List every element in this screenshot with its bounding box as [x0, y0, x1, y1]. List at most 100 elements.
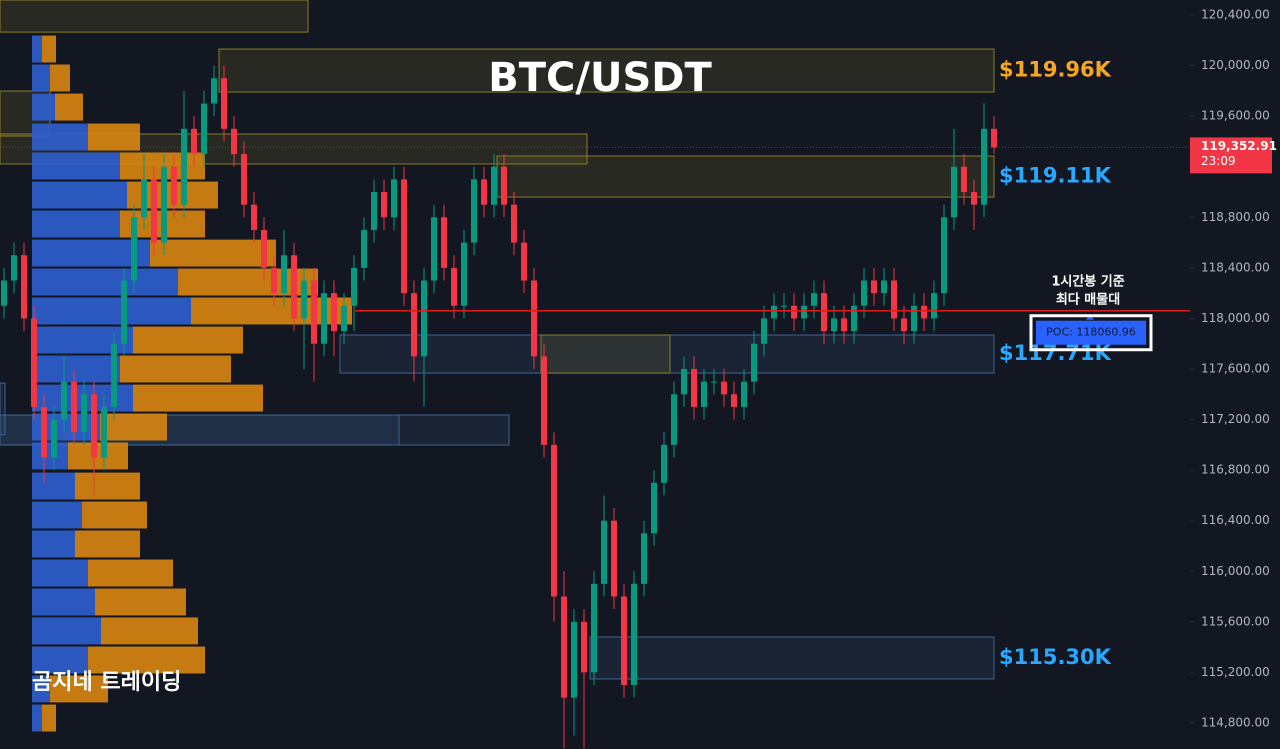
- candle-body: [71, 381, 77, 433]
- candle-body: [441, 217, 447, 268]
- profile-buy: [32, 326, 133, 354]
- candle-body: [801, 305, 807, 319]
- candle-body: [611, 520, 617, 597]
- annotation: 1시간봉 기준: [1051, 274, 1124, 290]
- profile-buy: [32, 472, 75, 500]
- profile-sell: [95, 588, 186, 616]
- profile-buy: [32, 559, 88, 587]
- profile-buy: [32, 239, 150, 267]
- y-tick-label: 118,000.00: [1201, 311, 1270, 325]
- candle-body: [171, 166, 177, 205]
- profile-sell: [133, 384, 263, 412]
- zone: [218, 48, 995, 93]
- candle-body: [601, 520, 607, 584]
- candle-body: [401, 179, 407, 294]
- candle-body: [481, 179, 487, 205]
- chart-title: BTC/USDT: [488, 55, 712, 101]
- annotation: 최다 매물대: [1056, 292, 1120, 308]
- candle-body: [91, 394, 97, 458]
- poc-label: POC: 118060.96: [1046, 326, 1136, 339]
- candle-body: [101, 406, 107, 458]
- candle-body: [301, 280, 307, 319]
- candle-body: [541, 356, 547, 445]
- y-tick-label: 116,000.00: [1201, 564, 1270, 578]
- candle-body: [121, 280, 127, 344]
- candle-body: [991, 128, 997, 148]
- profile-buy: [32, 123, 88, 151]
- candle-body: [81, 394, 87, 433]
- candle-body: [761, 318, 767, 344]
- candle-body: [341, 305, 347, 332]
- candle-body: [531, 280, 537, 357]
- zone: [496, 155, 995, 198]
- candle-body: [211, 78, 217, 104]
- candle-body: [691, 369, 697, 407]
- profile-buy: [32, 297, 191, 325]
- candle-body: [131, 217, 137, 281]
- poc-box: [1036, 320, 1146, 345]
- candle-body: [961, 166, 967, 193]
- candle-body: [591, 583, 597, 673]
- candle-body: [721, 381, 727, 395]
- profile-sell: [50, 675, 108, 703]
- countdown: 23:09: [1201, 154, 1236, 168]
- profile-buy: [32, 442, 68, 470]
- profile-sell: [150, 239, 276, 267]
- candle-body: [411, 293, 417, 357]
- price-axis: [1190, 0, 1280, 749]
- profile-buy: [32, 530, 75, 558]
- zone-label: $119.96K: [999, 58, 1112, 82]
- candle-body: [181, 128, 187, 205]
- candle-body: [891, 280, 897, 319]
- profile-sell: [75, 472, 140, 500]
- candle-body: [581, 621, 587, 673]
- profile-sell: [88, 123, 140, 151]
- candle-body: [771, 305, 777, 319]
- candle-body: [31, 318, 37, 407]
- profile-sell: [88, 646, 205, 674]
- candle-body: [291, 255, 297, 319]
- profile-buy: [32, 93, 55, 121]
- candle-body: [671, 394, 677, 445]
- y-tick-label: 119,600.00: [1201, 109, 1270, 123]
- candle-body: [661, 444, 667, 483]
- candle-body: [21, 255, 27, 319]
- candle-body: [551, 444, 557, 597]
- candle-body: [451, 267, 457, 306]
- candle-body: [951, 166, 957, 218]
- profile-sell: [42, 35, 56, 63]
- zone: [0, 0, 309, 33]
- candle-body: [421, 280, 427, 357]
- profile-sell: [55, 93, 83, 121]
- zone: [0, 382, 6, 436]
- y-tick-label: 116,400.00: [1201, 513, 1270, 527]
- candle-body: [971, 192, 977, 205]
- y-tick-label: 115,200.00: [1201, 665, 1270, 679]
- profile-buy: [32, 35, 42, 63]
- candle-body: [161, 166, 167, 243]
- candle-body: [911, 305, 917, 332]
- candle-body: [501, 166, 507, 205]
- candle-body: [711, 381, 717, 383]
- profile-buy: [32, 704, 42, 732]
- profile-buy: [32, 210, 120, 238]
- candle-body: [41, 406, 47, 458]
- candle-body: [851, 305, 857, 332]
- candle-body: [331, 293, 337, 332]
- candle-body: [271, 267, 277, 294]
- profile-sell: [191, 297, 352, 325]
- zone-label: $117.71K: [999, 341, 1112, 365]
- profile-buy: [32, 181, 127, 209]
- candle-body: [881, 280, 887, 294]
- candle-body: [931, 293, 937, 319]
- profile-sell: [82, 501, 147, 529]
- candle-body: [621, 596, 627, 686]
- candle-body: [491, 166, 497, 205]
- y-tick-label: 114,800.00: [1201, 715, 1270, 729]
- candle-body: [781, 305, 787, 307]
- profile-buy: [32, 588, 95, 616]
- candle-body: [921, 305, 927, 319]
- candle-body: [381, 192, 387, 218]
- zone: [589, 636, 995, 680]
